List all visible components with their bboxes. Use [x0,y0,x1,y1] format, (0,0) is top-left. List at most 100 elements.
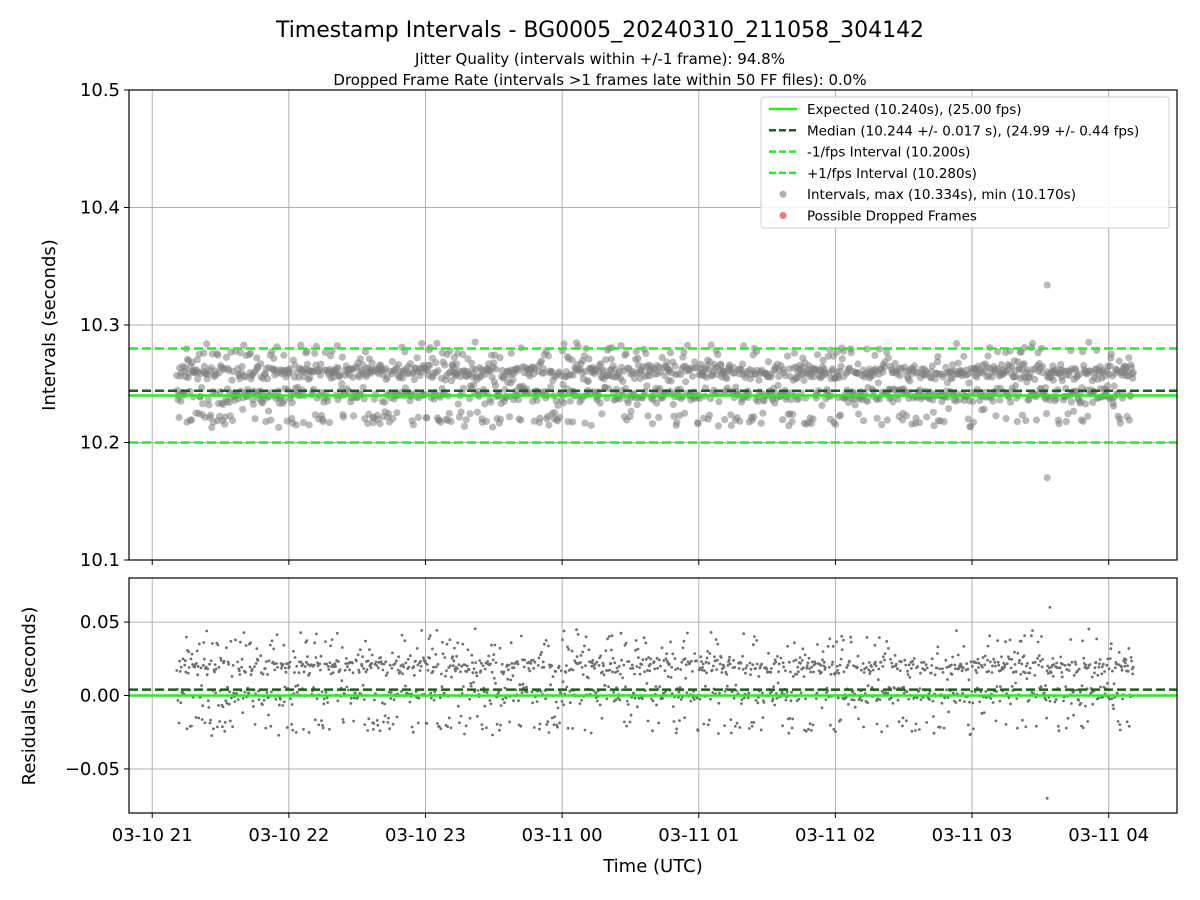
residual-point [706,650,710,653]
residual-point [657,658,661,662]
interval-point [1052,395,1060,403]
residual-point [499,723,502,727]
interval-point [569,418,577,426]
residual-point [930,664,934,667]
residual-point [1010,657,1014,661]
residual-point [466,648,470,652]
residual-point [1054,698,1058,701]
residual-point [876,697,880,701]
interval-point [350,412,358,420]
residual-point [626,703,630,706]
residual-point [965,662,968,665]
interval-point [757,419,765,427]
residual-point [307,731,311,734]
residual-point [389,697,393,700]
residual-point [806,661,810,665]
residual-point [525,690,529,694]
interval-point [410,375,418,383]
residual-point [1024,664,1028,668]
residual-point [386,671,389,675]
interval-point [809,373,818,381]
x-tick-label: 03-11 04 [1068,825,1149,846]
interval-point [878,421,886,429]
residual-point [614,671,617,674]
residual-point [641,697,644,701]
residual-point [427,637,431,640]
interval-point [597,360,605,368]
residual-point [436,722,439,725]
residual-point [785,690,789,694]
interval-point [423,414,431,422]
residual-point [487,654,491,658]
residual-point [432,665,435,669]
residual-point [326,701,330,704]
interval-point [1041,384,1050,392]
residual-point [717,732,720,735]
residual-point [795,672,798,676]
residual-point [829,672,833,676]
residual-point [875,722,879,726]
residual-point [740,702,743,705]
residual-point [280,666,283,670]
residual-point [924,663,928,667]
interval-point [634,354,642,362]
residual-point [1109,642,1113,646]
residual-point [957,667,961,671]
residual-point [836,669,840,672]
residual-point [905,719,908,723]
residual-point [597,664,601,667]
residual-point [601,661,605,665]
interval-point [1079,348,1087,356]
interval-point [360,395,368,403]
interval-point [1129,369,1137,377]
residual-point [1051,674,1055,678]
residual-point [1108,697,1111,701]
residual-point [938,667,941,671]
residual-point [485,726,488,730]
residual-point [867,661,871,664]
residual-point [891,701,895,705]
residual-point [637,656,640,659]
residual-point [343,668,347,672]
residual-point [367,717,371,721]
residual-point [1024,725,1028,729]
residual-point [452,659,456,663]
residual-point [1044,698,1048,702]
residual-point [696,729,700,733]
residual-point [811,723,815,727]
interval-point [1020,360,1028,368]
residual-point [706,723,710,727]
residual-point [352,719,355,723]
residual-point [798,656,802,659]
interval-point [1043,410,1051,418]
interval-point [727,411,735,419]
residual-point [856,665,859,669]
interval-point [1085,338,1093,346]
residual-point [750,724,754,728]
residual-point [208,662,211,666]
interval-point [624,399,632,407]
interval-point [239,405,247,413]
interval-point [755,376,763,384]
interval-point [1115,357,1123,365]
residual-point [362,698,366,701]
interval-point [241,373,250,381]
interval-point [466,395,474,403]
residual-point [932,731,936,735]
residual-point [1129,656,1133,659]
residual-point [902,685,905,689]
residual-point [812,670,815,674]
interval-point [267,416,275,424]
x-axis-label: Time (UTC) [602,856,703,877]
residual-point [666,675,670,679]
interval-point [855,410,863,418]
residual-point [1098,658,1102,661]
residual-point [547,731,551,734]
interval-point [194,375,202,383]
residual-point [329,644,332,648]
residual-point [380,701,384,705]
residual-point [1127,724,1131,728]
residual-point [623,643,627,647]
residual-point [950,663,953,667]
residual-point [1046,664,1050,668]
